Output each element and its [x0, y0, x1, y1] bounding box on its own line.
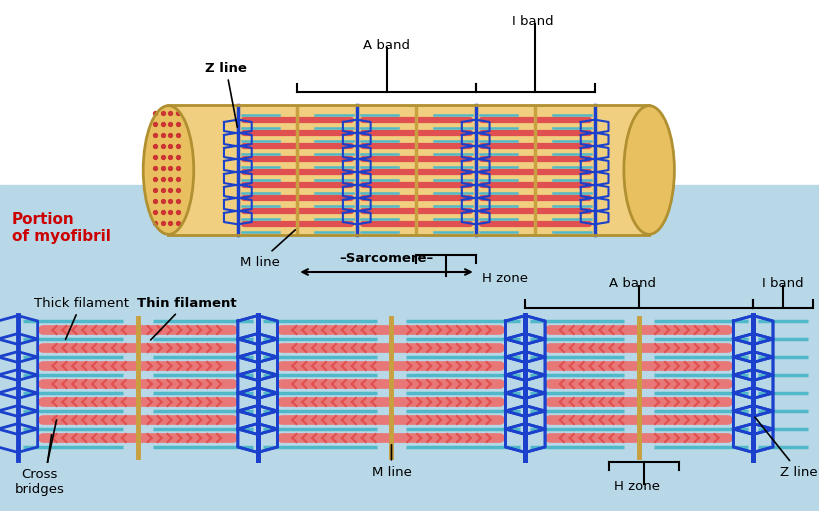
Text: M line: M line	[240, 230, 295, 268]
Text: M line: M line	[372, 445, 411, 478]
Text: A band: A band	[363, 39, 410, 52]
Text: –Sarcomere–: –Sarcomere–	[339, 252, 434, 265]
Ellipse shape	[144, 106, 193, 234]
Text: Thin filament: Thin filament	[136, 296, 236, 340]
Text: Z line: Z line	[205, 61, 247, 127]
Text: Thick filament: Thick filament	[34, 296, 129, 339]
Text: I band: I band	[762, 277, 804, 290]
Text: Portion
of myofibril: Portion of myofibril	[12, 212, 111, 244]
Text: H zone: H zone	[615, 480, 660, 493]
Text: H zone: H zone	[482, 272, 529, 285]
Bar	[0, 185, 819, 511]
Text: Cross
bridges: Cross bridges	[15, 468, 64, 496]
Text: A band: A band	[609, 277, 656, 290]
Text: Z line: Z line	[755, 417, 818, 478]
Text: I band: I band	[512, 15, 554, 28]
Ellipse shape	[624, 106, 674, 234]
Bar	[169, 105, 649, 235]
